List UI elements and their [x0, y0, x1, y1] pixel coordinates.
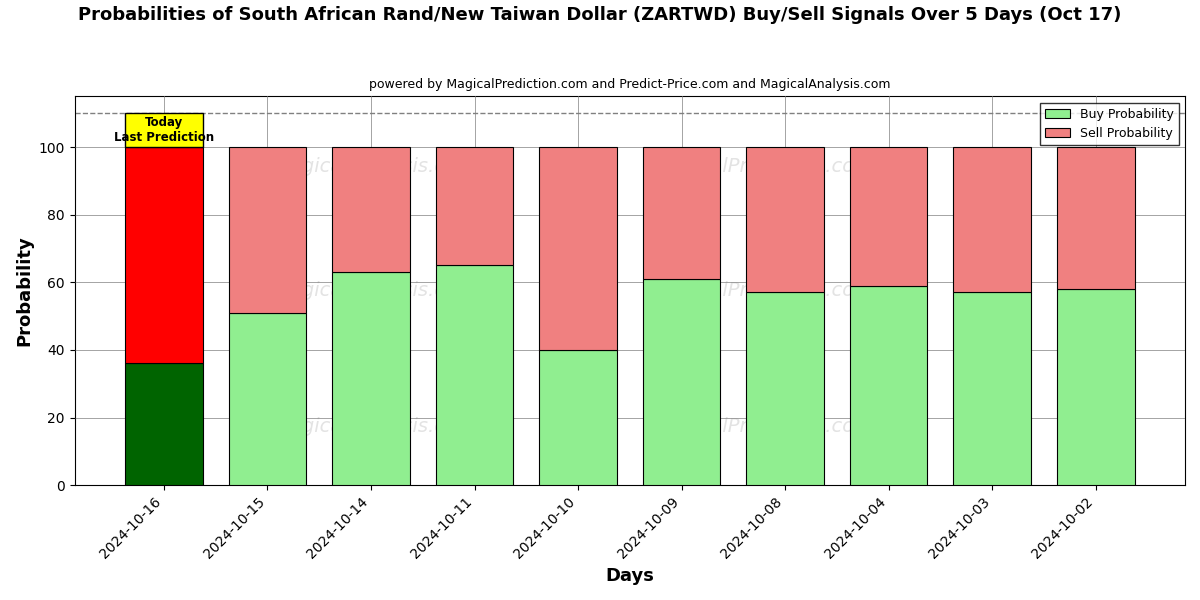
- Legend: Buy Probability, Sell Probability: Buy Probability, Sell Probability: [1040, 103, 1178, 145]
- Y-axis label: Probability: Probability: [16, 235, 34, 346]
- Bar: [953, 292, 1031, 485]
- Text: Today
Last Prediction: Today Last Prediction: [114, 116, 214, 144]
- Text: Probabilities of South African Rand/New Taiwan Dollar (ZARTWD) Buy/Sell Signals : Probabilities of South African Rand/New …: [78, 6, 1122, 24]
- Bar: [125, 147, 203, 364]
- Bar: [436, 147, 514, 265]
- Bar: [539, 350, 617, 485]
- FancyBboxPatch shape: [125, 113, 203, 147]
- Bar: [229, 147, 306, 313]
- Text: MagicalPrediction.com: MagicalPrediction.com: [653, 157, 874, 176]
- Bar: [850, 286, 928, 485]
- Bar: [643, 279, 720, 485]
- Title: powered by MagicalPrediction.com and Predict-Price.com and MagicalAnalysis.com: powered by MagicalPrediction.com and Pre…: [370, 78, 890, 91]
- Text: MagicalAnalysis.com: MagicalAnalysis.com: [274, 418, 476, 436]
- Bar: [332, 147, 410, 272]
- Bar: [539, 147, 617, 350]
- Text: MagicalAnalysis.com: MagicalAnalysis.com: [274, 157, 476, 176]
- Text: MagicalAnalysis.com: MagicalAnalysis.com: [274, 281, 476, 300]
- Bar: [850, 147, 928, 286]
- Bar: [746, 147, 824, 292]
- Bar: [332, 272, 410, 485]
- Bar: [643, 147, 720, 279]
- Text: MagicalPrediction.com: MagicalPrediction.com: [653, 418, 874, 436]
- Text: MagicalPrediction.com: MagicalPrediction.com: [653, 281, 874, 300]
- Bar: [1057, 289, 1134, 485]
- Bar: [229, 313, 306, 485]
- X-axis label: Days: Days: [605, 567, 654, 585]
- Bar: [125, 364, 203, 485]
- Bar: [746, 292, 824, 485]
- Bar: [953, 147, 1031, 292]
- Bar: [1057, 147, 1134, 289]
- Bar: [436, 265, 514, 485]
